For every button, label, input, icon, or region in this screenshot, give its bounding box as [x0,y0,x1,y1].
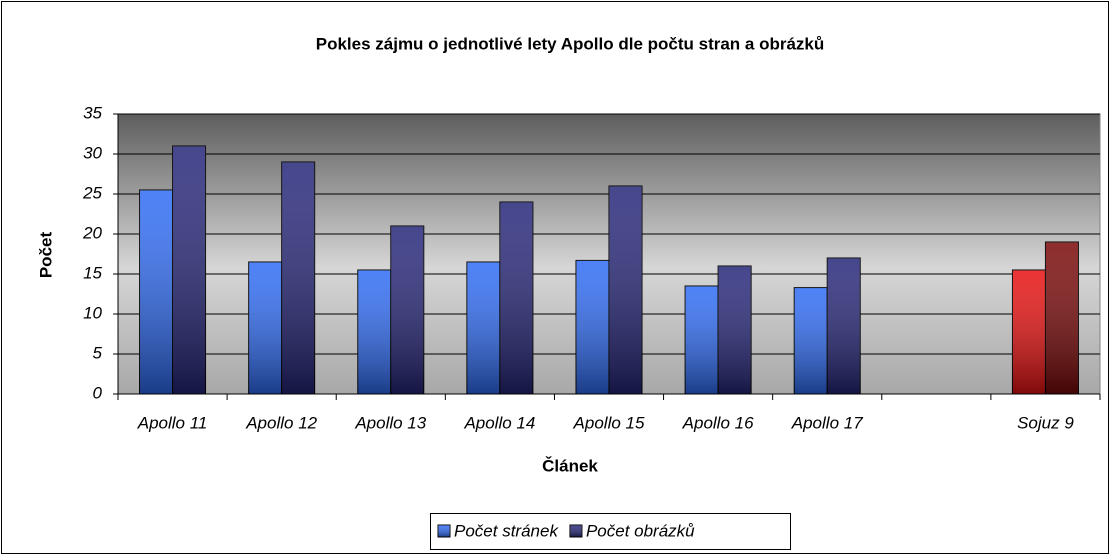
y-tick-label: 35 [83,103,102,122]
y-axis-label: Počet [36,232,55,279]
bar-shade [172,146,206,394]
x-tick-label: Apollo 12 [245,413,317,432]
legend-swatch-shade [569,525,582,537]
x-tick-label: Sojuz 9 [1017,413,1074,432]
x-tick-label: Apollo 11 [137,413,208,432]
bar-shade [281,162,315,394]
bar-shade [357,270,391,394]
bar-shade [466,262,500,394]
bar-shade [794,287,828,394]
bar-shade [390,226,424,394]
x-tick-label: Apollo 13 [354,413,426,432]
bar-shade [685,286,719,394]
bar-shade [1045,242,1079,394]
bar-shade [248,262,282,394]
legend-label: Počet stránek [454,521,559,540]
y-tick-label: 10 [83,303,102,322]
bar-shade [609,186,642,394]
x-tick-label: Apollo 14 [463,413,535,432]
y-tick-label: 0 [93,383,103,402]
y-tick-label: 20 [82,223,102,242]
x-tick-label: Apollo 15 [573,413,645,432]
bar-shade [139,190,173,394]
x-axis-label: Článek [542,456,598,475]
chart-title: Pokles zájmu o jednotlivé lety Apollo dl… [316,34,825,53]
x-tick-label: Apollo 16 [682,413,754,432]
y-tick-label: 5 [93,343,103,362]
y-tick-label: 25 [82,183,102,202]
x-tick-label: Apollo 17 [791,413,863,432]
bar-shade [827,258,861,394]
legend [430,513,791,550]
legend-label: Počet obrázků [586,521,695,540]
bar-shade [1012,270,1046,394]
bar-shade [576,260,609,394]
y-tick-label: 15 [83,263,102,282]
y-tick-label: 30 [83,143,102,162]
legend-swatch-shade [438,525,450,537]
bar-shade [499,202,533,394]
bar-shade [718,266,752,394]
